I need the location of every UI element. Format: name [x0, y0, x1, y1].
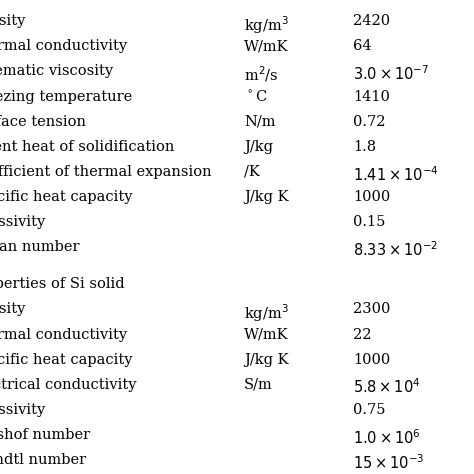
Text: Grashof number: Grashof number [0, 428, 91, 442]
Text: Electrical conductivity: Electrical conductivity [0, 378, 137, 392]
Text: 0.75: 0.75 [353, 403, 386, 417]
Text: Thermal conductivity: Thermal conductivity [0, 39, 128, 54]
Text: $1.0 \times 10^6$: $1.0 \times 10^6$ [353, 428, 421, 447]
Text: $15 \times 10^{-3}$: $15 \times 10^{-3}$ [353, 453, 425, 472]
Text: /K: /K [244, 165, 260, 179]
Text: 1.8: 1.8 [353, 140, 376, 154]
Text: Stefan number: Stefan number [0, 240, 80, 255]
Text: S/m: S/m [244, 378, 273, 392]
Text: Density: Density [0, 14, 26, 28]
Text: Emissivity: Emissivity [0, 403, 46, 417]
Text: Properties of Si solid: Properties of Si solid [0, 277, 125, 292]
Text: m$^2$/s: m$^2$/s [244, 64, 279, 84]
Text: Thermal conductivity: Thermal conductivity [0, 328, 128, 342]
Text: J/kg: J/kg [244, 140, 273, 154]
Text: Kinematic viscosity: Kinematic viscosity [0, 64, 113, 79]
Text: Specific heat capacity: Specific heat capacity [0, 353, 133, 367]
Text: Density: Density [0, 302, 26, 317]
Text: $^\circ$C: $^\circ$C [244, 90, 267, 105]
Text: $8.33 \times 10^{-2}$: $8.33 \times 10^{-2}$ [353, 240, 438, 259]
Text: 64: 64 [353, 39, 372, 54]
Text: $1.41 \times 10^{-4}$: $1.41 \times 10^{-4}$ [353, 165, 439, 183]
Text: W/mK: W/mK [244, 328, 289, 342]
Text: 2420: 2420 [353, 14, 390, 28]
Text: 0.72: 0.72 [353, 115, 386, 129]
Text: Prandtl number: Prandtl number [0, 453, 86, 467]
Text: W/mK: W/mK [244, 39, 289, 54]
Text: N/m: N/m [244, 115, 275, 129]
Text: Specific heat capacity: Specific heat capacity [0, 190, 133, 204]
Text: Freezing temperature: Freezing temperature [0, 90, 132, 104]
Text: 1000: 1000 [353, 190, 391, 204]
Text: J/kg K: J/kg K [244, 353, 289, 367]
Text: $5.8 \times 10^4$: $5.8 \times 10^4$ [353, 378, 420, 396]
Text: Latent heat of solidification: Latent heat of solidification [0, 140, 174, 154]
Text: kg/m$^3$: kg/m$^3$ [244, 302, 289, 324]
Text: Emissivity: Emissivity [0, 215, 46, 229]
Text: Coefficient of thermal expansion: Coefficient of thermal expansion [0, 165, 212, 179]
Text: 22: 22 [353, 328, 372, 342]
Text: kg/m$^3$: kg/m$^3$ [244, 14, 289, 36]
Text: 1410: 1410 [353, 90, 390, 104]
Text: 0.15: 0.15 [353, 215, 385, 229]
Text: J/kg K: J/kg K [244, 190, 289, 204]
Text: 1000: 1000 [353, 353, 391, 367]
Text: $3.0 \times 10^{-7}$: $3.0 \times 10^{-7}$ [353, 64, 429, 83]
Text: Surface tension: Surface tension [0, 115, 86, 129]
Text: 2300: 2300 [353, 302, 391, 317]
